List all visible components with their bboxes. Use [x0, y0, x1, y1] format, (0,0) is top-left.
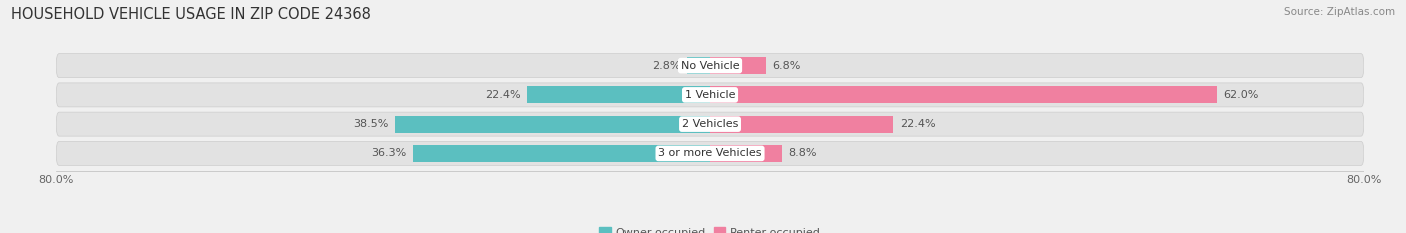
Bar — [413, 145, 710, 162]
Bar — [527, 86, 710, 103]
Text: Source: ZipAtlas.com: Source: ZipAtlas.com — [1284, 7, 1395, 17]
Text: 2 Vehicles: 2 Vehicles — [682, 119, 738, 129]
Text: No Vehicle: No Vehicle — [681, 61, 740, 71]
FancyBboxPatch shape — [56, 54, 1364, 78]
Bar — [710, 57, 766, 74]
Bar — [688, 57, 710, 74]
Text: 3 or more Vehicles: 3 or more Vehicles — [658, 148, 762, 158]
Text: 62.0%: 62.0% — [1223, 90, 1258, 100]
Text: 38.5%: 38.5% — [353, 119, 389, 129]
Text: 2.8%: 2.8% — [652, 61, 681, 71]
Text: 6.8%: 6.8% — [772, 61, 800, 71]
Text: 22.4%: 22.4% — [900, 119, 935, 129]
Bar — [710, 145, 782, 162]
Bar — [710, 86, 1216, 103]
FancyBboxPatch shape — [56, 141, 1364, 165]
Text: 22.4%: 22.4% — [485, 90, 520, 100]
Bar — [710, 116, 893, 133]
FancyBboxPatch shape — [56, 112, 1364, 136]
Text: 8.8%: 8.8% — [789, 148, 817, 158]
Legend: Owner-occupied, Renter-occupied: Owner-occupied, Renter-occupied — [595, 223, 825, 233]
Text: 36.3%: 36.3% — [371, 148, 406, 158]
Bar — [395, 116, 710, 133]
FancyBboxPatch shape — [56, 83, 1364, 107]
Text: HOUSEHOLD VEHICLE USAGE IN ZIP CODE 24368: HOUSEHOLD VEHICLE USAGE IN ZIP CODE 2436… — [11, 7, 371, 22]
Text: 1 Vehicle: 1 Vehicle — [685, 90, 735, 100]
